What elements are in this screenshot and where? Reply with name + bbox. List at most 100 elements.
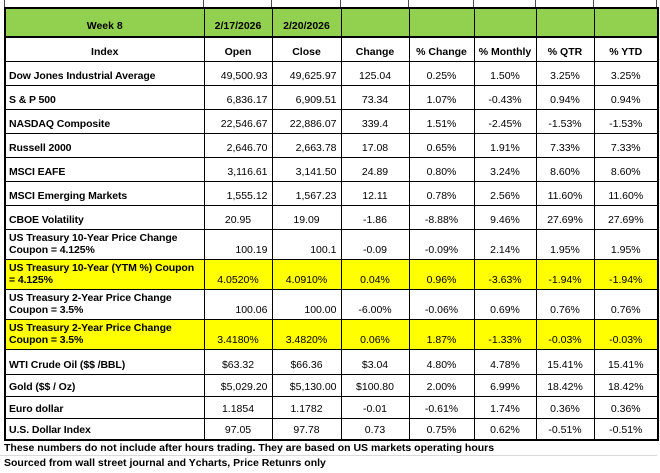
- cell-pct-change: 0.80%: [408, 156, 475, 182]
- cell-pct-qtr: 8.60%: [535, 156, 595, 182]
- cell-pct-change: 1.07%: [408, 84, 475, 110]
- table-row: Russell 2000 2,646.70 2,663.78 17.08 0.65% 1.…: [4, 132, 659, 158]
- cell-pct-qtr: -1.94%: [535, 258, 595, 290]
- column-header-open: Open: [203, 36, 273, 62]
- cell-pct-monthly: 9.46%: [473, 204, 537, 230]
- cell-pct-qtr: -0.51%: [535, 417, 595, 441]
- row-label: WTI Crude Oil ($$ /BBL): [4, 348, 205, 375]
- cell-open: 6,836.17: [203, 84, 273, 110]
- cell-pct-qtr: 18.42%: [535, 373, 595, 397]
- cell-pct-ytd: 3.25%: [593, 60, 659, 86]
- cell-pct-change: -8.88%: [408, 204, 475, 230]
- row-label: Euro dollar: [4, 395, 205, 419]
- cell-pct-change: 1.87%: [408, 318, 475, 350]
- row-label: US Treasury 2-Year Price Change Coupon =…: [4, 288, 205, 320]
- row-label: US Treasury 10-Year Price Change Coupon …: [4, 228, 205, 260]
- open-date: 2/17/2026: [203, 7, 273, 38]
- cell-pct-monthly: 4.78%: [473, 348, 537, 375]
- cell-pct-monthly: 1.91%: [473, 132, 537, 158]
- row-label: S & P 500: [4, 84, 205, 110]
- cell-pct-qtr: 27.69%: [535, 204, 595, 230]
- column-header-pct-ytd: % YTD: [593, 36, 659, 62]
- row-label: NASDAQ Composite: [4, 108, 205, 134]
- cell-pct-ytd: -0.03%: [593, 318, 659, 350]
- title-row: Week 8 2/17/2026 2/20/2026: [4, 7, 659, 38]
- cell-pct-qtr: 11.60%: [535, 180, 595, 206]
- table-row: US Treasury 10-Year (YTM %) Coupon = 4.1…: [4, 258, 659, 290]
- grid-tick: [473, 0, 474, 7]
- cell-pct-ytd: -0.51%: [593, 417, 659, 441]
- cell-pct-qtr: 0.36%: [535, 395, 595, 419]
- cell-close: 6,909.51: [271, 84, 342, 110]
- cell-open: 1.1854: [203, 395, 273, 419]
- column-header-pct-qtr: % QTR: [535, 36, 595, 62]
- cell-open: $5,029.20: [203, 373, 273, 397]
- cell-pct-ytd: -1.53%: [593, 108, 659, 134]
- grid-tick: [203, 0, 204, 7]
- cell-open: 97.05: [203, 417, 273, 441]
- grid-tick: [271, 0, 272, 7]
- cell-close: 100.00: [271, 288, 342, 320]
- market-table: Week 8 2/17/2026 2/20/2026 Index Open Cl…: [4, 7, 659, 441]
- cell-pct-ytd: 27.69%: [593, 204, 659, 230]
- title-cell-empty: [593, 7, 659, 38]
- title-cell-empty: [473, 7, 537, 38]
- title-cell-empty: [408, 7, 475, 38]
- cell-pct-monthly: -3.63%: [473, 258, 537, 290]
- cell-change: 0.04%: [340, 258, 410, 290]
- cell-pct-monthly: 0.69%: [473, 288, 537, 320]
- footnote-source: Sourced from wall street journal and Ych…: [4, 457, 326, 469]
- cell-pct-change: 2.00%: [408, 373, 475, 397]
- sheet-grid-strip: [0, 0, 660, 7]
- cell-close: 3.4820%: [271, 318, 342, 350]
- grid-tick: [408, 0, 409, 7]
- table-row: Euro dollar 1.1854 1.1782 -0.01 -0.61% 1.74% 0…: [4, 395, 659, 419]
- cell-change: 12.11: [340, 180, 410, 206]
- cell-change: 339.4: [340, 108, 410, 134]
- column-header-pct-monthly: % Monthly: [473, 36, 537, 62]
- row-label: Dow Jones Industrial Average: [4, 60, 205, 86]
- cell-change: -1.86: [340, 204, 410, 230]
- cell-pct-monthly: 1.74%: [473, 395, 537, 419]
- cell-pct-ytd: 18.42%: [593, 373, 659, 397]
- row-label: US Treasury 2-Year Price Change Coupon =…: [4, 318, 205, 350]
- cell-pct-ytd: 8.60%: [593, 156, 659, 182]
- cell-pct-ytd: 15.41%: [593, 348, 659, 375]
- cell-pct-ytd: 0.36%: [593, 395, 659, 419]
- table-row: U.S. Dollar Index 97.05 97.78 0.73 0.75% 0.62…: [4, 417, 659, 441]
- cell-pct-qtr: 3.25%: [535, 60, 595, 86]
- row-label: MSCI Emerging Markets: [4, 180, 205, 206]
- cell-pct-monthly: -2.45%: [473, 108, 537, 134]
- cell-close: 2,663.78: [271, 132, 342, 158]
- cell-open: 49,500.93: [203, 60, 273, 86]
- cell-pct-ytd: 0.94%: [593, 84, 659, 110]
- cell-change: 24.89: [340, 156, 410, 182]
- title-cell-empty: [535, 7, 595, 38]
- grid-tick: [593, 0, 594, 7]
- cell-close: 22,886.07: [271, 108, 342, 134]
- cell-pct-qtr: 15.41%: [535, 348, 595, 375]
- cell-pct-ytd: 7.33%: [593, 132, 659, 158]
- cell-change: 17.08: [340, 132, 410, 158]
- table-row: Dow Jones Industrial Average 49,500.93 49,…: [4, 60, 659, 86]
- cell-change: -0.01: [340, 395, 410, 419]
- cell-change: 0.73: [340, 417, 410, 441]
- table-row: US Treasury 2-Year Price Change Coupon =…: [4, 288, 659, 320]
- table-row: NASDAQ Composite 22,546.67 22,886.07 339.4 1…: [4, 108, 659, 134]
- cell-pct-qtr: 1.95%: [535, 228, 595, 260]
- table-row: US Treasury 2-Year Price Change Coupon =…: [4, 318, 659, 350]
- table-row: MSCI Emerging Markets 1,555.12 1,567.23 12.…: [4, 180, 659, 206]
- row-label: U.S. Dollar Index: [4, 417, 205, 441]
- cell-pct-monthly: 2.56%: [473, 180, 537, 206]
- cell-change: -6.00%: [340, 288, 410, 320]
- cell-pct-qtr: -0.03%: [535, 318, 595, 350]
- grid-tick: [535, 0, 536, 7]
- cell-close: $66.36: [271, 348, 342, 375]
- cell-pct-monthly: -0.43%: [473, 84, 537, 110]
- cell-close: 4.0910%: [271, 258, 342, 290]
- cell-pct-monthly: 3.24%: [473, 156, 537, 182]
- grid-tick: [4, 0, 5, 7]
- cell-open: 3.4180%: [203, 318, 273, 350]
- cell-change: $3.04: [340, 348, 410, 375]
- row-label: CBOE Volatility: [4, 204, 205, 230]
